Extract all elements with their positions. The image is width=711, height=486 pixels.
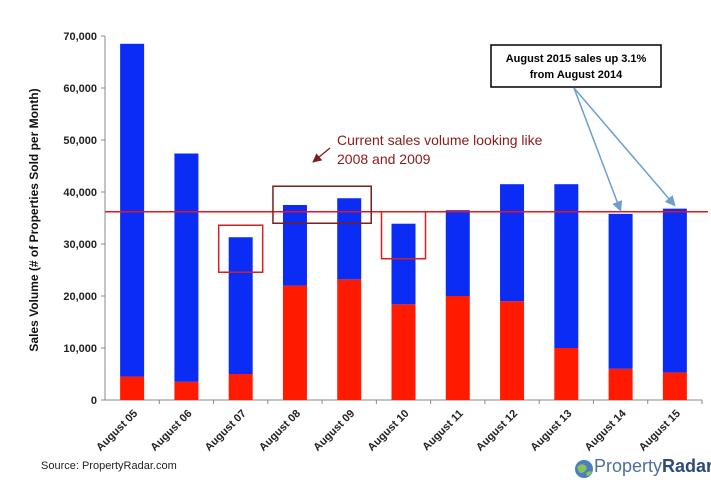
annotation-arrow	[312, 147, 331, 163]
y-tick-label: 50,000	[63, 135, 97, 147]
y-tick-label: 20,000	[63, 291, 97, 303]
logo-text-property: Property	[594, 456, 663, 476]
y-tick-label: 40,000	[63, 187, 97, 199]
bar-segment-upper	[662, 208, 687, 373]
bar-segment-lower	[662, 372, 687, 400]
highlight-box	[380, 210, 427, 260]
annotation-text-line: Current sales volume looking like	[337, 132, 543, 148]
y-tick-label: 0	[91, 395, 97, 407]
bar-segment-lower	[608, 368, 633, 400]
highlight-box	[272, 185, 372, 224]
bar-segment-upper	[554, 184, 579, 348]
property-radar-logo: PropertyRadar	[574, 456, 711, 482]
bar-segment-upper	[608, 213, 633, 369]
x-tick-label: August 15	[637, 408, 683, 454]
bar-segment-lower	[120, 376, 145, 400]
x-tick-label: August 10	[366, 408, 412, 454]
bar-segment-upper	[500, 184, 525, 302]
x-tick-label: August 12	[474, 408, 520, 454]
x-tick-label: August 09	[311, 408, 357, 454]
callout-text-line: from August 2014	[530, 69, 623, 81]
bar-segment-lower	[500, 301, 525, 400]
bar-segment-lower	[282, 285, 307, 400]
y-tick-label: 60,000	[63, 83, 97, 95]
bar-segment-upper	[391, 223, 416, 305]
callout-arrow	[573, 87, 676, 207]
bar-segment-upper	[228, 237, 253, 374]
bar-segment-lower	[554, 348, 579, 400]
source-caption: Source: PropertyRadar.com	[41, 460, 177, 472]
bar-segment-upper	[120, 43, 145, 377]
logo-text-radar: Radar	[662, 456, 711, 476]
bar-segment-upper	[445, 210, 470, 296]
annotation-text-line: 2008 and 2009	[337, 151, 431, 167]
callout-arrow	[573, 87, 623, 212]
callout-box	[490, 44, 662, 88]
x-tick-label: August 13	[528, 408, 574, 454]
x-tick-label: August 05	[94, 408, 140, 454]
x-tick-label: August 14	[583, 407, 630, 454]
y-axis-label: Sales Volume (# of Properties Sold per M…	[27, 88, 41, 351]
bar-segment-lower	[445, 296, 470, 400]
x-tick-label: August 08	[257, 408, 303, 454]
x-tick-label: August 06	[148, 408, 194, 454]
bar-segment-upper	[282, 205, 307, 286]
bar-segment-lower	[337, 279, 362, 400]
bar-segment-lower	[174, 381, 199, 400]
highlight-box	[217, 224, 264, 273]
bar-segment-lower	[228, 374, 253, 400]
y-tick-label: 10,000	[63, 343, 97, 355]
x-tick-label: August 11	[420, 408, 466, 454]
globe-icon	[575, 460, 593, 478]
y-tick-label: 30,000	[63, 239, 97, 251]
callout-text-line: August 2015 sales up 3.1%	[506, 53, 647, 65]
bar-segment-upper	[174, 153, 199, 382]
bar-segment-lower	[391, 304, 416, 400]
y-tick-label: 70,000	[63, 31, 97, 43]
x-tick-label: August 07	[203, 408, 249, 454]
bar-segment-upper	[337, 198, 362, 280]
